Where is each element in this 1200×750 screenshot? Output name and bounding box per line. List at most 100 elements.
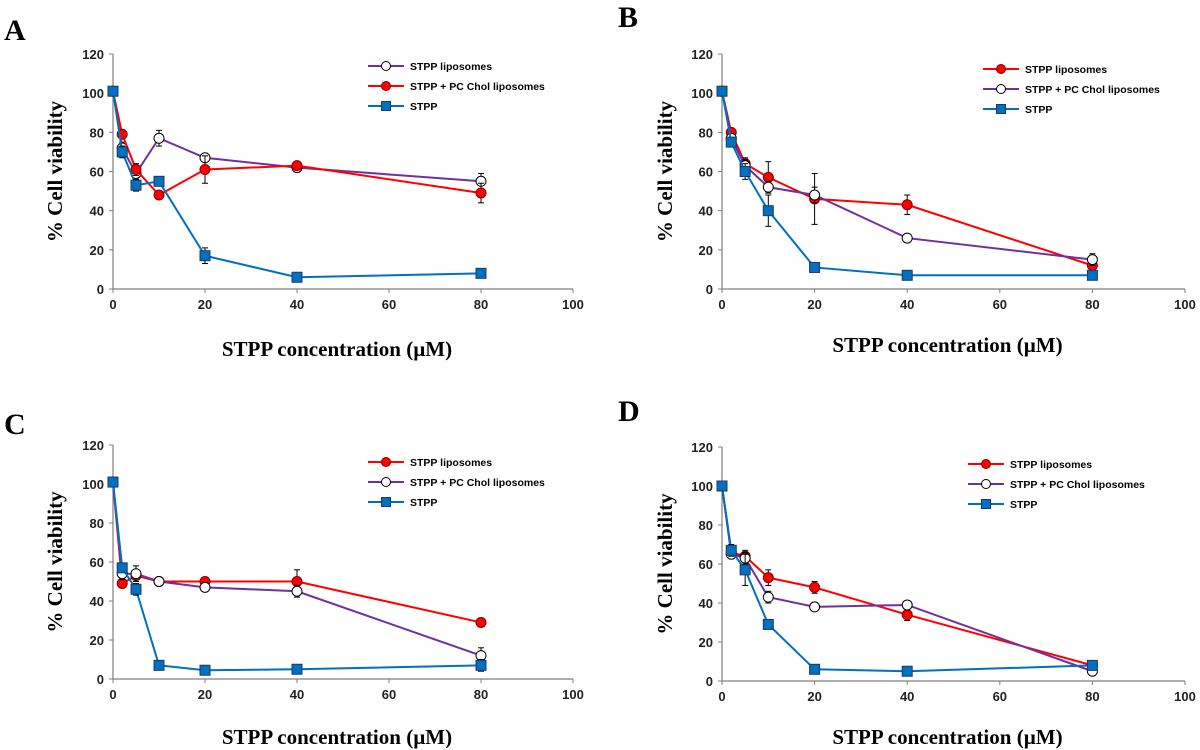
data-point [153, 175, 165, 187]
data-point [116, 146, 128, 158]
legend: STPP liposomes STPP + PC Chol liposomes ST… [968, 459, 1145, 511]
y-axis-title: % Cell viability [43, 491, 67, 633]
y-tick-label: 20 [90, 243, 104, 258]
data-point [291, 160, 303, 172]
data-point [291, 663, 303, 675]
legend-label: STPP [1025, 104, 1052, 116]
data-point [130, 568, 142, 580]
y-tick-label: 60 [90, 165, 104, 180]
y-tick-label: 120 [82, 438, 104, 453]
legend-label: STPP + PC Chol liposomes [410, 477, 545, 489]
y-tick-label: 60 [699, 557, 713, 572]
data-point [130, 164, 142, 176]
legend-label: STPP liposomes [1010, 459, 1092, 471]
legend-marker [381, 497, 391, 507]
legend-marker [996, 104, 1006, 114]
data-point [153, 576, 165, 587]
data-point [809, 189, 821, 201]
y-tick-label: 40 [90, 204, 104, 219]
data-point [475, 616, 487, 628]
data-point [809, 261, 821, 273]
y-tick-label: 100 [82, 86, 104, 101]
chart-panel-b: B 0 20 40 60 80 100 0 20 40 60 80 100 120 STPP concent… [618, 1, 1196, 357]
y-tick-label: 80 [699, 518, 713, 533]
data-point [901, 269, 913, 281]
x-tick-label: 20 [807, 297, 821, 312]
legend-label: STPP [410, 101, 437, 113]
x-tick-label: 40 [900, 689, 914, 704]
data-point [901, 199, 913, 211]
data-point [107, 85, 119, 97]
series-line [721, 485, 1093, 667]
y-tick-label: 0 [97, 672, 104, 687]
x-tick-label: 0 [109, 297, 116, 312]
legend-label: STPP + PC Chol liposomes [1025, 84, 1160, 96]
data-point [725, 544, 737, 556]
data-point [901, 599, 913, 611]
x-tick-label: 80 [474, 687, 488, 702]
data-point [762, 591, 774, 603]
legend-label: STPP [410, 497, 437, 509]
data-point [739, 166, 751, 177]
data-point [475, 659, 487, 671]
x-axis-title: STPP concentration (µM) [832, 333, 1062, 357]
y-tick-label: 120 [691, 47, 713, 62]
x-tick-label: 40 [290, 687, 304, 702]
data-point [130, 179, 142, 191]
legend: STPP liposomes STPP + PC Chol liposomes ST… [983, 64, 1160, 116]
data-point [901, 232, 913, 244]
x-tick-label: 60 [382, 687, 396, 702]
chart-panel-a: A 0 20 40 60 80 100 0 20 40 60 80 100 120 STPP concent… [4, 14, 584, 361]
legend-marker [381, 101, 391, 111]
y-tick-label: 80 [699, 125, 713, 140]
x-tick-label: 60 [993, 689, 1007, 704]
y-tick-label: 80 [90, 125, 104, 140]
data-point [716, 85, 728, 97]
y-axis-title: % Cell viability [653, 100, 677, 242]
data-point [199, 164, 211, 176]
y-tick-label: 100 [691, 479, 713, 494]
y-tick-label: 20 [699, 243, 713, 258]
series-square [107, 85, 487, 283]
data-point [153, 189, 165, 201]
data-point [901, 609, 913, 621]
legend-marker [981, 459, 991, 469]
data-point [762, 205, 774, 217]
y-tick-label: 120 [691, 440, 713, 455]
legend-label: STPP liposomes [410, 61, 492, 73]
legend-marker [381, 61, 391, 71]
data-point [199, 581, 211, 593]
data-point [107, 476, 119, 488]
data-point [901, 665, 913, 677]
x-tick-label: 40 [900, 297, 914, 312]
data-point [130, 583, 142, 595]
data-point [1086, 659, 1098, 671]
series-square [716, 480, 1098, 677]
data-point [475, 267, 487, 279]
data-point [199, 664, 211, 676]
legend-label: STPP liposomes [1025, 64, 1107, 76]
data-point [809, 581, 821, 593]
data-point [116, 562, 128, 574]
y-tick-label: 20 [699, 635, 713, 650]
series-square [716, 85, 1098, 281]
y-axis-title: % Cell viability [43, 100, 67, 242]
y-tick-label: 100 [691, 86, 713, 101]
x-tick-label: 60 [382, 297, 396, 312]
legend: STPP liposomes STPP + PC Chol liposomes ST… [368, 457, 545, 509]
y-axis-title: % Cell viability [653, 493, 677, 635]
panel-letter: A [4, 14, 26, 47]
series-filled-circle [716, 480, 1098, 671]
x-tick-label: 80 [474, 297, 488, 312]
x-axis-title: STPP concentration (µM) [222, 337, 452, 361]
x-tick-label: 20 [198, 687, 212, 702]
data-point [725, 136, 737, 148]
x-tick-label: 20 [807, 689, 821, 704]
x-tick-label: 0 [718, 689, 725, 704]
x-tick-label: 60 [993, 297, 1007, 312]
y-tick-label: 40 [699, 596, 713, 611]
x-tick-label: 80 [1085, 689, 1099, 704]
data-point [762, 572, 774, 584]
data-point [475, 187, 487, 199]
